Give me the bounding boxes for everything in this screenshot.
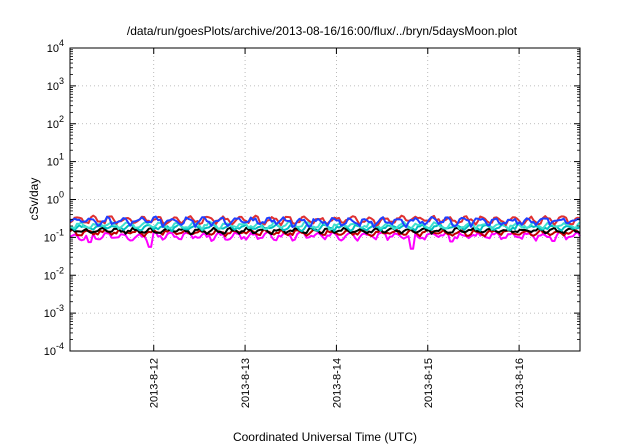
y-tick-label: 100 (47, 190, 64, 207)
series-layer (69, 214, 581, 250)
y-axis: 10-4 10-3 10-2 10-1 100 101 102 103 104 (44, 38, 580, 358)
y-tick-label: 10-2 (44, 265, 64, 282)
x-tick-label: 2013-8-16 (514, 358, 526, 408)
y-tick-label: 102 (47, 114, 64, 131)
y-tick-label: 10-3 (44, 303, 64, 320)
y-tick-label: 104 (47, 38, 64, 55)
x-tick-label: 2013-8-13 (240, 358, 252, 408)
x-axis-label: Coordinated Universal Time (UTC) (233, 430, 417, 444)
y-tick-label: 10-1 (44, 227, 64, 244)
chart-title: /data/run/goesPlots/archive/2013-08-16/1… (127, 24, 518, 38)
x-axis: 2013-8-12 2013-8-13 2013-8-14 2013-8-15 2013… (149, 48, 526, 408)
y-tick-label: 10-4 (44, 341, 64, 358)
x-tick-label: 2013-8-14 (331, 358, 343, 408)
y-tick-label: 103 (47, 76, 64, 93)
x-tick-label: 2013-8-12 (149, 358, 161, 408)
grid (70, 48, 580, 351)
series-line-5 (70, 220, 581, 231)
y-axis-label: cSv/day (27, 178, 41, 221)
y-tick-label: 101 (47, 152, 64, 169)
x-tick-label: 2013-8-15 (423, 358, 435, 408)
series-line-7 (69, 215, 581, 229)
